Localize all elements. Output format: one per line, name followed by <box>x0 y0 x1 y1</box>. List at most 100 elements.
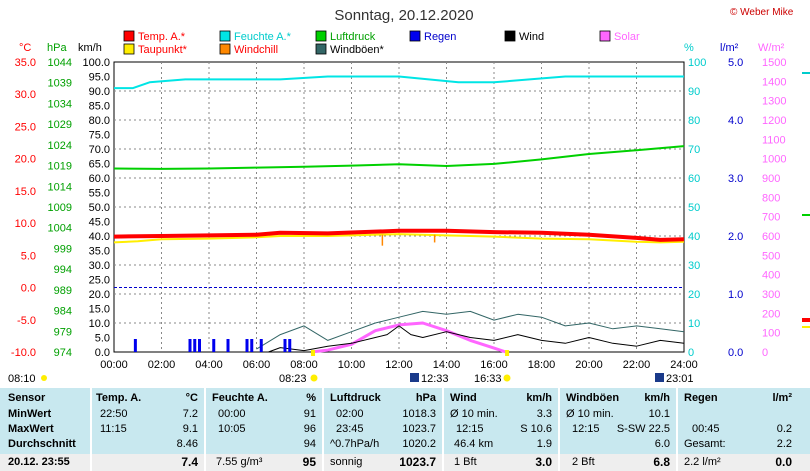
y-tick-humidity: 10 <box>688 318 700 330</box>
y-tick-wind: 20.0 <box>89 289 110 301</box>
rain-bar <box>193 339 197 352</box>
humid-current-value: 95 <box>302 455 316 469</box>
legend-swatch <box>219 30 231 42</box>
y-tick-wind: 50.0 <box>89 202 110 214</box>
y-tick-temp: -5.0 <box>17 315 36 327</box>
legend: Temp. A.* Feuchte A.* Luftdruck Regen Wind So… <box>123 30 640 56</box>
separator <box>676 388 678 471</box>
rain-header: Regen <box>684 392 718 404</box>
x-tick: 22:00 <box>623 359 651 371</box>
y-tick-solar: 900 <box>762 173 780 185</box>
y-tick-pressure: 979 <box>54 326 72 338</box>
wind-unit: km/h <box>526 392 552 404</box>
gust-unit: km/h <box>644 392 670 404</box>
separator <box>90 388 92 471</box>
y-tick-solar: 1000 <box>762 154 786 166</box>
legend-swatch <box>315 30 327 42</box>
humidity-line <box>114 75 684 90</box>
y-tick-pressure: 1034 <box>48 98 72 110</box>
y-tick-rain: 2.0 <box>728 231 743 243</box>
y-tick-solar: 0 <box>762 347 768 359</box>
y-tick-temp: 15.0 <box>15 186 36 198</box>
legend-swatch <box>219 43 231 55</box>
legend-label: Windchill <box>234 44 278 56</box>
temp-max-value: 9.1 <box>182 423 198 435</box>
temp-min-time: 22:50 <box>100 408 128 420</box>
y-tick-solar: 1200 <box>762 115 786 127</box>
col-pressure: Luftdruck hPa 02:00 1018.3 23:45 1023.7 … <box>324 388 442 471</box>
series-layer <box>113 75 685 354</box>
press-avg-value: 1020.2 <box>402 438 436 450</box>
temp-line <box>113 228 685 242</box>
press-forecast: sonnig <box>330 456 363 468</box>
y-tick-humidity: 0 <box>688 347 694 359</box>
edge-mark <box>802 326 810 328</box>
y-tick-pressure: 1044 <box>48 57 72 69</box>
y-tick-solar: 1100 <box>762 134 786 146</box>
separator <box>442 388 444 471</box>
x-tick: 12:00 <box>385 359 413 371</box>
humid-min-value: 91 <box>303 408 316 420</box>
rain-unit: l/m² <box>772 392 792 404</box>
unit-solar: W/m² <box>758 42 785 54</box>
marker-strip <box>0 372 810 388</box>
wind-max-value: S 10.6 <box>520 423 552 435</box>
y-tick-wind: 100.0 <box>82 57 110 69</box>
y-tick-wind: 70.0 <box>89 144 110 156</box>
x-tick: 02:00 <box>148 359 176 371</box>
press-trend: ^0.7hPa/h <box>330 438 380 450</box>
y-tick-rain: 4.0 <box>728 115 743 127</box>
y-tick-solar: 1500 <box>762 57 786 69</box>
y-tick-pressure: 989 <box>54 285 72 297</box>
y-tick-humidity: 60 <box>688 173 700 185</box>
x-tick: 04:00 <box>195 359 223 371</box>
y-tick-wind: 30.0 <box>89 260 110 272</box>
y-tick-wind: 65.0 <box>89 159 110 171</box>
marker-moon-b: 23:01 <box>666 373 694 385</box>
legend-swatch <box>123 30 135 42</box>
y-tick-rain: 1.0 <box>728 289 743 301</box>
edge-mark <box>802 318 810 322</box>
col-gust: Windböen km/h Ø 10 min. 10.1 12:15 S-SW … <box>560 388 676 471</box>
y-tick-wind: 80.0 <box>89 115 110 127</box>
sensor-header: Sensor <box>8 392 46 404</box>
y-tick-humidity: 30 <box>688 260 700 272</box>
rain-bar <box>250 339 254 352</box>
y-tick-wind: 15.0 <box>89 304 110 316</box>
legend-label: Regen <box>424 31 456 43</box>
y-tick-wind: 5.0 <box>95 333 110 345</box>
grid <box>113 61 685 353</box>
temp-min-value: 7.2 <box>182 408 198 420</box>
sun-icon <box>41 375 47 381</box>
y-tick-pressure: 1029 <box>48 119 72 131</box>
wind-distance: 46.4 km <box>454 438 494 450</box>
y-tick-pressure: 1014 <box>48 181 72 193</box>
y-tick-solar: 800 <box>762 192 780 204</box>
humid-avg-value: 94 <box>303 438 316 450</box>
axis-ticks: 35.0 30.0 25.0 20.0 15.0 10.0 5.0 0.0 -5.0 -10.0 1… <box>11 57 787 371</box>
y-tick-wind: 60.0 <box>89 173 110 185</box>
x-tick: 10:00 <box>338 359 366 371</box>
y-tick-wind: 90.0 <box>89 86 110 98</box>
moon-icon <box>410 373 419 382</box>
x-tick: 06:00 <box>243 359 271 371</box>
temp-max-time: 11:15 <box>100 423 127 435</box>
separator <box>204 388 206 471</box>
rain-max-value: 0.2 <box>776 423 792 435</box>
col-temp: Temp. A. °C 22:50 7.2 11:15 9.1 8.46 7.4 <box>92 388 204 471</box>
y-tick-temp: 0.0 <box>21 283 36 295</box>
y-tick-pressure: 1019 <box>48 161 72 173</box>
y-tick-temp: 5.0 <box>21 250 36 262</box>
gust-beaufort: 2 Bft <box>572 456 595 468</box>
col-humidity: Feuchte A. % 00:00 91 10:05 96 94 7.55 g… <box>206 388 322 471</box>
humid-max-time: 10:05 <box>218 423 246 435</box>
rain-bar <box>283 339 287 352</box>
press-max-time: 23:45 <box>336 423 364 435</box>
legend-label: Feuchte A.* <box>234 31 292 43</box>
credit-text: © Weber Mike <box>730 7 794 18</box>
stats-footer-bar <box>0 454 810 471</box>
rain-rate: 2.2 l/m² <box>684 456 721 468</box>
wind-avg-value: 1.9 <box>536 438 552 450</box>
temp-unit: °C <box>185 392 198 404</box>
moon-icon <box>655 373 664 382</box>
